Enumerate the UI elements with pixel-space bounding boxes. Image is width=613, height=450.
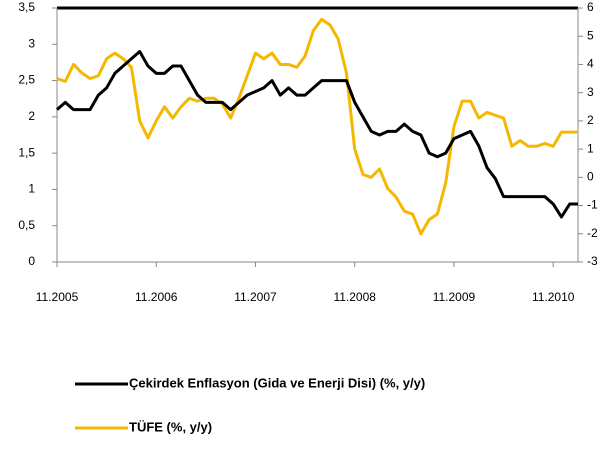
y-tick-label: 1,5 [18,145,35,159]
series-line [56,50,578,219]
y2-tick-label: 6 [587,0,594,14]
y2-tick-label: 0 [587,170,594,184]
y-tick-label: 0,5 [18,218,35,232]
x-tick-label: 11.2008 [333,290,376,304]
y-tick-label: 3 [28,36,35,50]
y2-tick-label: 1 [587,141,594,155]
y-tick-label: 0 [28,254,35,268]
y2-tick-label: -2 [587,226,598,240]
x-tick-label: 11.2009 [433,290,476,304]
y-tick-label: 2,5 [18,73,35,87]
x-tick-label: 11.2007 [234,290,277,304]
y2-tick-label: -1 [587,198,598,212]
series-line [56,17,578,236]
y2-tick-label: 4 [587,57,594,71]
x-tick-label: 11.2010 [532,290,575,304]
y2-tick-label: 3 [587,85,594,99]
x-tick-label: 11.2005 [36,290,79,304]
y-tick-label: 1 [28,182,35,196]
y2-tick-label: -3 [587,254,598,268]
y-tick-label: 3,5 [18,0,35,14]
y2-tick-label: 2 [587,113,594,127]
legend-label: TÜFE (%, y/y) [129,419,212,434]
y2-tick-label: 5 [587,28,594,42]
y-tick-label: 2 [28,109,35,123]
x-tick-label: 11.2006 [135,290,178,304]
legend-label: Çekirdek Enflasyon (Gida ve Enerji Disi)… [129,375,425,390]
